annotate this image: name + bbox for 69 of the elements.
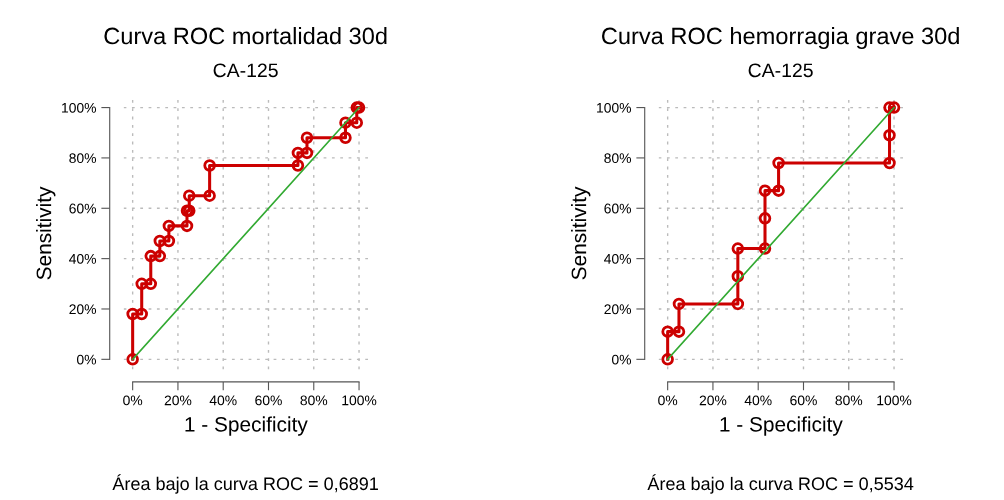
point — [300, 131, 314, 145]
chart-title: Curva ROC mortalidad 30d — [104, 27, 387, 45]
x-tick-label: 0% — [658, 395, 678, 406]
point — [180, 219, 194, 233]
point — [291, 146, 305, 160]
point — [339, 116, 352, 129]
chart-subtitle: CA-125 — [748, 63, 813, 78]
text: Área bajo la curva ROC = 0,6891 — [112, 474, 378, 494]
point — [144, 249, 158, 263]
x-tick-label: 0% — [123, 395, 143, 406]
x-tick-label: 40% — [209, 395, 237, 406]
y-tick-label: 60% — [604, 203, 632, 214]
point — [758, 242, 772, 255]
point — [661, 325, 674, 338]
point — [162, 219, 176, 233]
y-tick-label: 100% — [597, 102, 632, 113]
x-axis-title: 1 - Specificity — [720, 416, 843, 436]
point — [162, 234, 176, 248]
point — [153, 234, 167, 248]
x-tick-label: 60% — [790, 395, 817, 406]
x-tick-label: 60% — [255, 395, 282, 406]
y-tick-label: 0% — [611, 354, 632, 365]
y-axis-title: Sensitivity — [571, 186, 591, 280]
y-tick-label: 60% — [69, 203, 97, 214]
x-tick-label: 20% — [164, 395, 192, 406]
point — [350, 116, 364, 129]
y-tick-label: 40% — [604, 253, 632, 264]
point — [772, 156, 785, 170]
y-tick-label: 40% — [69, 253, 97, 264]
point — [126, 307, 139, 321]
point — [772, 184, 785, 197]
point — [153, 249, 167, 263]
x-tick-label: 20% — [699, 395, 727, 406]
chart-title: Curva ROC hemorragia grave 30d — [602, 27, 959, 49]
point — [672, 325, 686, 338]
point — [661, 353, 674, 366]
point — [731, 297, 745, 311]
y-tick-label: 0% — [76, 354, 97, 365]
point — [731, 242, 745, 255]
point — [135, 277, 148, 291]
x-tick-label: 40% — [744, 395, 772, 406]
y-axis-title: Sensitivity — [36, 186, 56, 280]
point — [758, 184, 772, 197]
point — [300, 146, 314, 160]
chart-subtitle: CA-125 — [213, 63, 278, 78]
point — [144, 277, 158, 291]
y-tick-label: 80% — [604, 153, 632, 164]
point — [183, 189, 196, 202]
x-tick-label: 80% — [300, 395, 328, 406]
point — [883, 156, 896, 170]
point — [135, 307, 148, 321]
point — [203, 189, 216, 202]
y-tick-label: 80% — [69, 153, 97, 164]
point — [758, 212, 772, 225]
point — [883, 129, 896, 142]
text: Área bajo la curva ROC = 0,5534 — [647, 474, 914, 494]
x-tick-label: 80% — [835, 395, 863, 406]
point — [291, 159, 305, 172]
point — [126, 353, 139, 366]
y-tick-label: 20% — [69, 304, 97, 315]
x-tick-label: 100% — [877, 395, 912, 406]
x-tick-label: 100% — [342, 395, 377, 406]
point — [339, 131, 352, 145]
point — [203, 159, 216, 172]
x-axis-title: 1 - Specificity — [185, 416, 308, 436]
y-tick-label: 20% — [604, 304, 632, 315]
point — [887, 101, 901, 114]
y-tick-label: 100% — [62, 102, 97, 113]
point — [672, 297, 686, 311]
